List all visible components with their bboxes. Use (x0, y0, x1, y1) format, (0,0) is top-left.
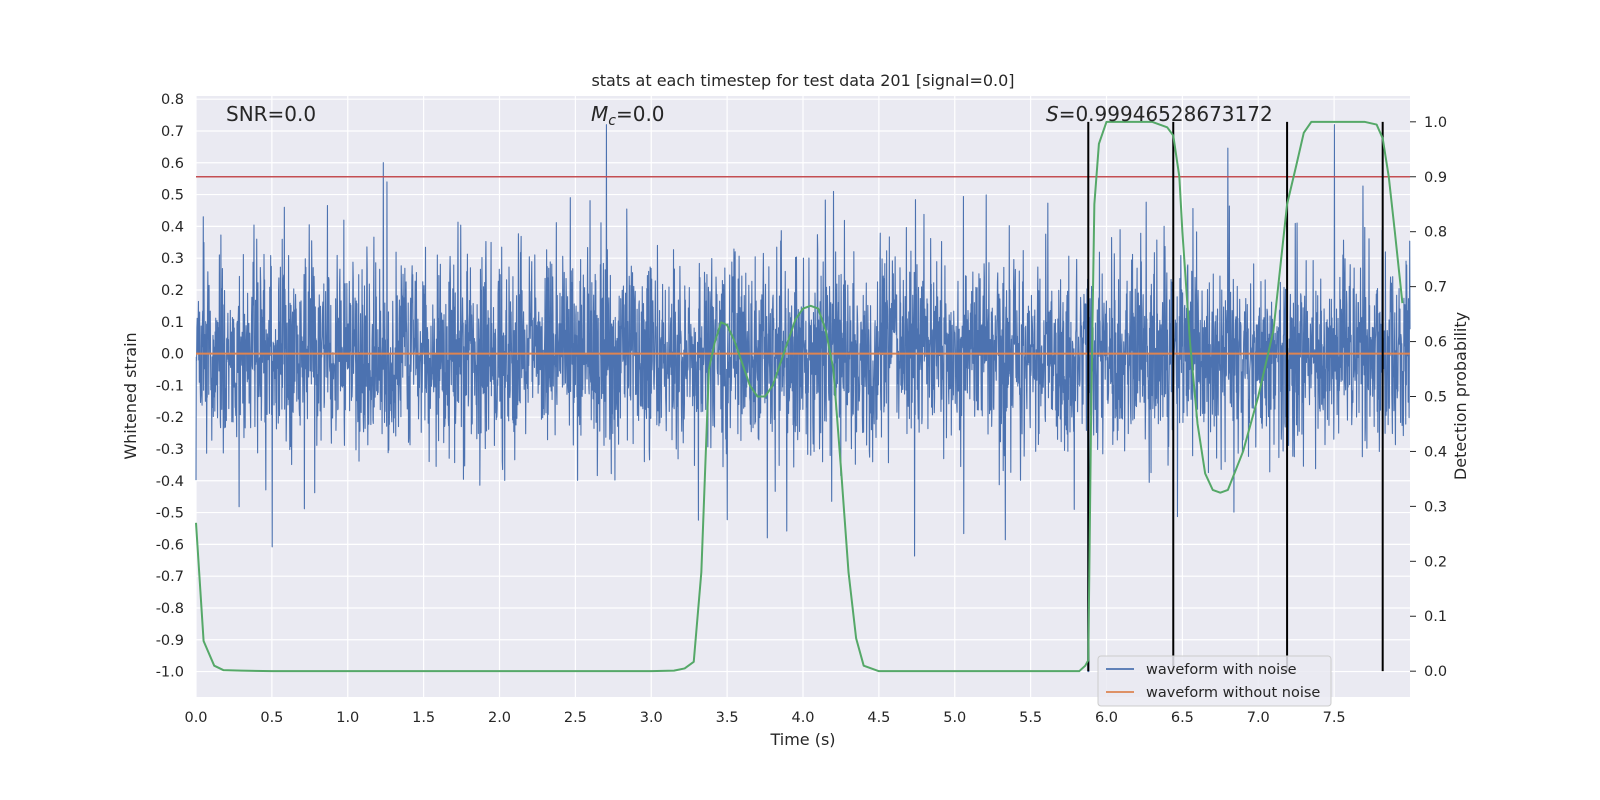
legend-entry-noise: waveform with noise (1146, 662, 1297, 678)
y-left-tick-label: 0.5 (161, 188, 184, 204)
x-tick-label: 5.5 (1019, 710, 1042, 726)
y-left-tick-label: 0.6 (161, 156, 184, 172)
x-tick-label: 7.5 (1323, 710, 1346, 726)
x-tick-label: 2.0 (488, 710, 511, 726)
x-axis-ticks: 0.0 0.5 1.0 1.5 2.0 2.5 3.0 3.5 4.0 4.5 5.0 5.5 6.0 6… (184, 710, 1345, 726)
x-tick-label: 3.0 (640, 710, 663, 726)
annotation-chirp-mass: Mc=0.0 (591, 102, 665, 129)
y-right-tick-label: 0.7 (1424, 280, 1447, 296)
y-left-tick-label: -0.1 (156, 378, 184, 394)
series-line-noise (195, 124, 1411, 673)
y-left-tick-label: 0.8 (161, 92, 184, 108)
y-right-tick-label: 0.9 (1424, 170, 1447, 186)
y-left-tick-label: 0.2 (161, 283, 184, 299)
chart-title: stats at each timestep for test data 201… (591, 71, 1014, 90)
y-left-axis-ticks: 0.8 0.7 0.6 0.5 0.4 0.3 0.2 0.1 0.0 -0.1 -0.2 -0.3 -… (156, 92, 184, 680)
x-tick-label: 2.5 (564, 710, 587, 726)
y-left-tick-label: 0.3 (161, 251, 184, 267)
series-line-detection (195, 120, 1404, 673)
y-right-axis-label: Detection probability (1451, 312, 1470, 480)
y-right-tick-label: 0.8 (1424, 225, 1447, 241)
y-left-tick-label: -0.6 (156, 537, 184, 553)
y-right-tick-label: 0.2 (1424, 554, 1447, 570)
detection-series (195, 120, 1404, 673)
annotation-chirp-mass-symbol: M (591, 102, 608, 126)
annotation-chirp-mass-subscript: c (608, 113, 616, 129)
x-tick-label: 3.5 (716, 710, 739, 726)
y-right-axis-ticks: 1.0 0.9 0.8 0.7 0.6 0.5 0.4 0.3 0.2 0.1 0.0 (1410, 115, 1447, 680)
y-left-tick-label: -0.5 (156, 506, 184, 522)
x-tick-label: 0.5 (260, 710, 283, 726)
y-left-axis-label: Whitened strain (121, 332, 140, 459)
annotation-snr: SNR=0.0 (226, 102, 316, 126)
x-tick-label: 4.0 (791, 710, 814, 726)
y-left-tick-label: -0.3 (156, 442, 184, 458)
y-right-tick-label: 0.3 (1424, 499, 1447, 515)
y-left-tick-label: -0.8 (156, 601, 184, 617)
y-left-tick-label: -0.2 (156, 410, 184, 426)
y-left-tick-label: -0.9 (156, 633, 184, 649)
legend-box (1097, 655, 1332, 707)
noise-series (195, 124, 1411, 673)
y-left-tick-label: 0.7 (161, 124, 184, 140)
y-right-tick-label: 0.6 (1424, 335, 1447, 351)
x-tick-label: 6.5 (1171, 710, 1194, 726)
x-axis-label: Time (s) (769, 730, 835, 749)
y-right-tick-label: 0.4 (1424, 444, 1447, 460)
x-tick-label: 4.5 (867, 710, 890, 726)
legend-entry-clean: waveform without noise (1146, 685, 1320, 701)
x-tick-label: 1.0 (336, 710, 359, 726)
annotation-stat-value: =0.99946528673172 (1059, 102, 1273, 126)
x-tick-label: 1.5 (412, 710, 435, 726)
annotation-stat: S=0.99946528673172 (1046, 102, 1273, 126)
annotation-stat-symbol: S (1046, 102, 1059, 126)
annotation-chirp-mass-value: =0.0 (616, 102, 665, 126)
y-left-tick-label: -0.4 (156, 474, 184, 490)
y-left-tick-label: -1.0 (156, 665, 184, 681)
y-left-tick-label: -0.7 (156, 569, 184, 585)
y-right-tick-label: 0.0 (1424, 664, 1447, 680)
x-tick-label: 6.0 (1095, 710, 1118, 726)
y-left-tick-label: 0.1 (161, 315, 184, 331)
y-left-tick-label: 0.4 (161, 219, 184, 235)
y-right-tick-label: 0.1 (1424, 609, 1447, 625)
x-tick-label: 5.0 (943, 710, 966, 726)
x-tick-label: 7.0 (1247, 710, 1270, 726)
x-tick-label: 0.0 (184, 710, 207, 726)
y-right-tick-label: 0.5 (1424, 390, 1447, 406)
y-right-tick-label: 1.0 (1424, 115, 1447, 131)
y-left-tick-label: 0.0 (161, 347, 184, 363)
legend: waveform with noise waveform without noi… (1097, 655, 1332, 707)
